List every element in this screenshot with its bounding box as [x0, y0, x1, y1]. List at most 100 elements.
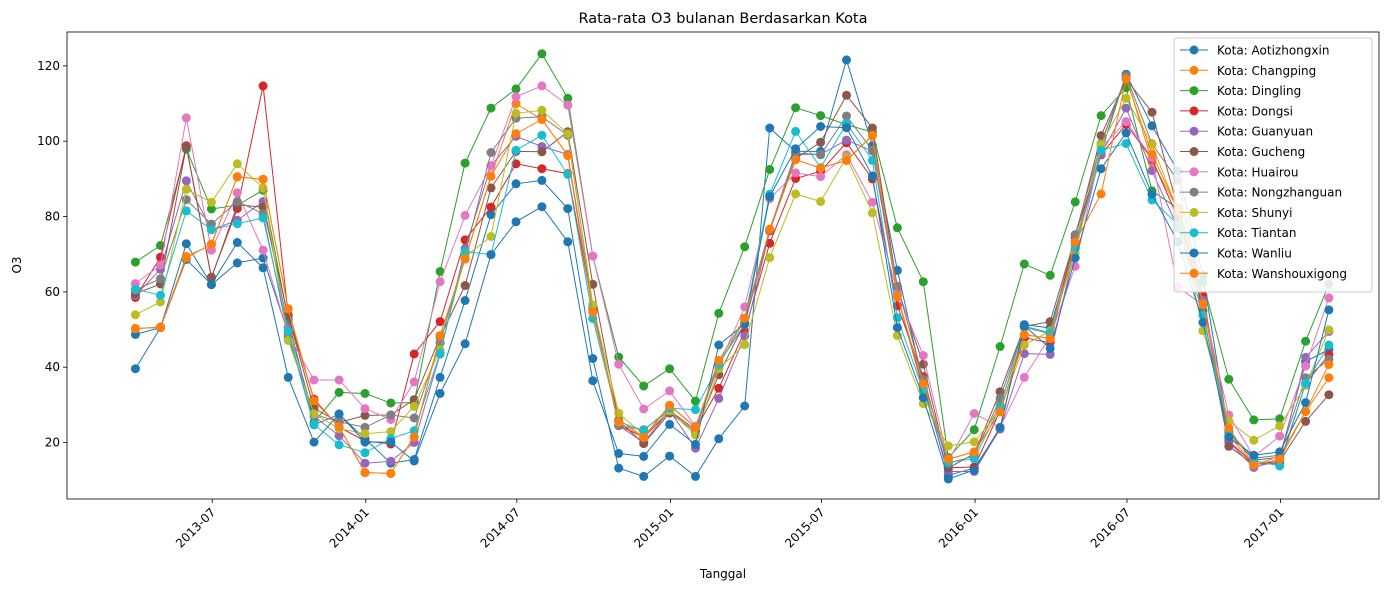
data-point: [918, 379, 928, 389]
legend-label: Kota: Tiantan: [1217, 226, 1296, 240]
data-point: [995, 387, 1005, 397]
data-point: [334, 387, 344, 397]
data-point: [943, 454, 953, 464]
data-point: [386, 468, 396, 478]
data-point: [511, 145, 521, 155]
data-point: [639, 381, 649, 391]
data-point: [511, 92, 521, 102]
data-point: [409, 432, 419, 442]
data-point: [181, 206, 191, 216]
data-point: [1147, 149, 1157, 159]
data-point: [537, 202, 547, 212]
legend-item: Kota: Aotizhongxin: [1180, 44, 1329, 58]
data-point: [511, 217, 521, 227]
data-point: [460, 281, 470, 290]
data-point: [409, 377, 419, 387]
series-line: [135, 106, 1330, 472]
legend-label: Kota: Dingling: [1217, 84, 1301, 98]
data-point: [563, 151, 573, 160]
data-point: [130, 323, 140, 333]
legend-marker: [1189, 268, 1199, 278]
legend-label: Kota: Guanyuan: [1217, 125, 1313, 139]
data-point: [740, 340, 750, 350]
data-point: [665, 364, 675, 374]
data-point: [918, 351, 928, 360]
data-point: [409, 349, 419, 359]
legend-marker: [1189, 207, 1199, 217]
data-point: [867, 208, 877, 218]
data-point: [1324, 373, 1334, 383]
data-point: [1224, 423, 1234, 433]
y-tick-label: 20: [45, 436, 60, 450]
legend-item: Kota: Wanshouxigong: [1180, 267, 1347, 281]
data-point: [386, 456, 396, 466]
data-point: [334, 375, 344, 385]
y-axis-title: O3: [10, 256, 24, 273]
data-point: [1045, 343, 1055, 353]
data-point: [892, 313, 902, 323]
data-point: [714, 308, 724, 318]
data-point: [360, 429, 370, 439]
data-point: [714, 340, 724, 350]
data-point: [360, 422, 370, 432]
data-point: [1249, 435, 1259, 445]
data-point: [537, 147, 547, 157]
legend-item: Kota: Changping: [1180, 64, 1316, 78]
data-point: [816, 150, 826, 160]
data-point: [232, 219, 242, 229]
data-point: [360, 404, 370, 414]
data-point: [435, 389, 445, 398]
data-point: [639, 426, 649, 435]
series-12: [130, 74, 1334, 478]
data-point: [995, 422, 1005, 432]
data-point: [867, 155, 877, 165]
data-point: [791, 144, 801, 154]
data-point: [1019, 372, 1029, 382]
data-point: [563, 129, 573, 139]
data-point: [1249, 450, 1259, 460]
data-point: [1224, 441, 1234, 451]
data-point: [435, 277, 445, 287]
data-point: [1275, 461, 1285, 471]
data-point: [1019, 321, 1029, 331]
data-point: [181, 142, 191, 151]
data-point: [1198, 317, 1208, 327]
y-tick-label: 120: [37, 59, 60, 73]
data-point: [232, 172, 242, 182]
data-point: [334, 409, 344, 419]
legend-label: Kota: Shunyi: [1217, 206, 1292, 220]
data-point: [486, 103, 496, 113]
data-point: [563, 237, 573, 247]
data-point: [386, 398, 396, 408]
data-point: [409, 401, 419, 411]
data-point: [791, 155, 801, 165]
data-point: [181, 239, 191, 249]
data-point: [639, 433, 649, 443]
data-point: [969, 447, 979, 457]
data-point: [334, 422, 344, 432]
data-point: [258, 253, 268, 263]
plot-frame: [66, 31, 1380, 500]
legend-marker: [1189, 147, 1199, 156]
data-point: [309, 375, 319, 385]
legend-marker: [1189, 45, 1199, 55]
data-point: [130, 257, 140, 267]
data-point: [435, 267, 445, 276]
data-point: [130, 364, 140, 374]
data-point: [1147, 121, 1157, 131]
data-point: [1019, 330, 1029, 340]
data-point: [995, 407, 1005, 417]
data-point: [1121, 93, 1131, 103]
data-point: [765, 165, 775, 174]
series-layer: [130, 49, 1334, 484]
data-point: [460, 158, 470, 168]
data-point: [918, 393, 928, 403]
data-point: [614, 359, 624, 369]
data-point: [639, 404, 649, 414]
data-point: [360, 448, 370, 458]
data-point: [334, 440, 344, 450]
series-line: [135, 122, 1330, 467]
legend-item: Kota: Shunyi: [1180, 206, 1292, 220]
legend-marker: [1189, 248, 1199, 258]
